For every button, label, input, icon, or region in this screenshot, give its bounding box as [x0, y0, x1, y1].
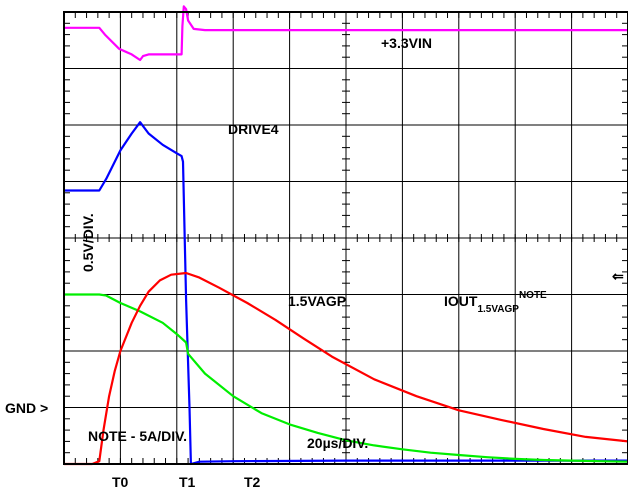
- series-label-drive4: DRIVE4: [228, 121, 279, 137]
- current-scale-note: NOTE - 5A/DIV.: [88, 428, 187, 444]
- trace-1-5vagp: [64, 293, 628, 463]
- time-marker-t0: T0: [112, 474, 129, 490]
- trace-iout: [64, 271, 628, 466]
- series-label-3v3vin: +3.3VIN: [381, 35, 432, 51]
- trace-3-3vin: [64, 5, 628, 62]
- graticule-frame: [63, 11, 628, 465]
- gnd-marker: GND >: [5, 400, 48, 416]
- time-marker-t1: T1: [179, 474, 196, 490]
- traces: [64, 5, 628, 466]
- trace-drive4: [64, 121, 628, 466]
- series-label-iout: IOUT1.5VAGPNOTE: [444, 290, 547, 315]
- edge-arrow-marker: ⇐: [612, 268, 624, 284]
- series-label-1v5vagp: 1.5VAGP: [288, 293, 346, 309]
- y-scale-label: 0.5V/DIV.: [80, 213, 96, 272]
- time-scale-label: 20µs/DIV.: [307, 435, 368, 451]
- time-marker-t2: T2: [244, 474, 261, 490]
